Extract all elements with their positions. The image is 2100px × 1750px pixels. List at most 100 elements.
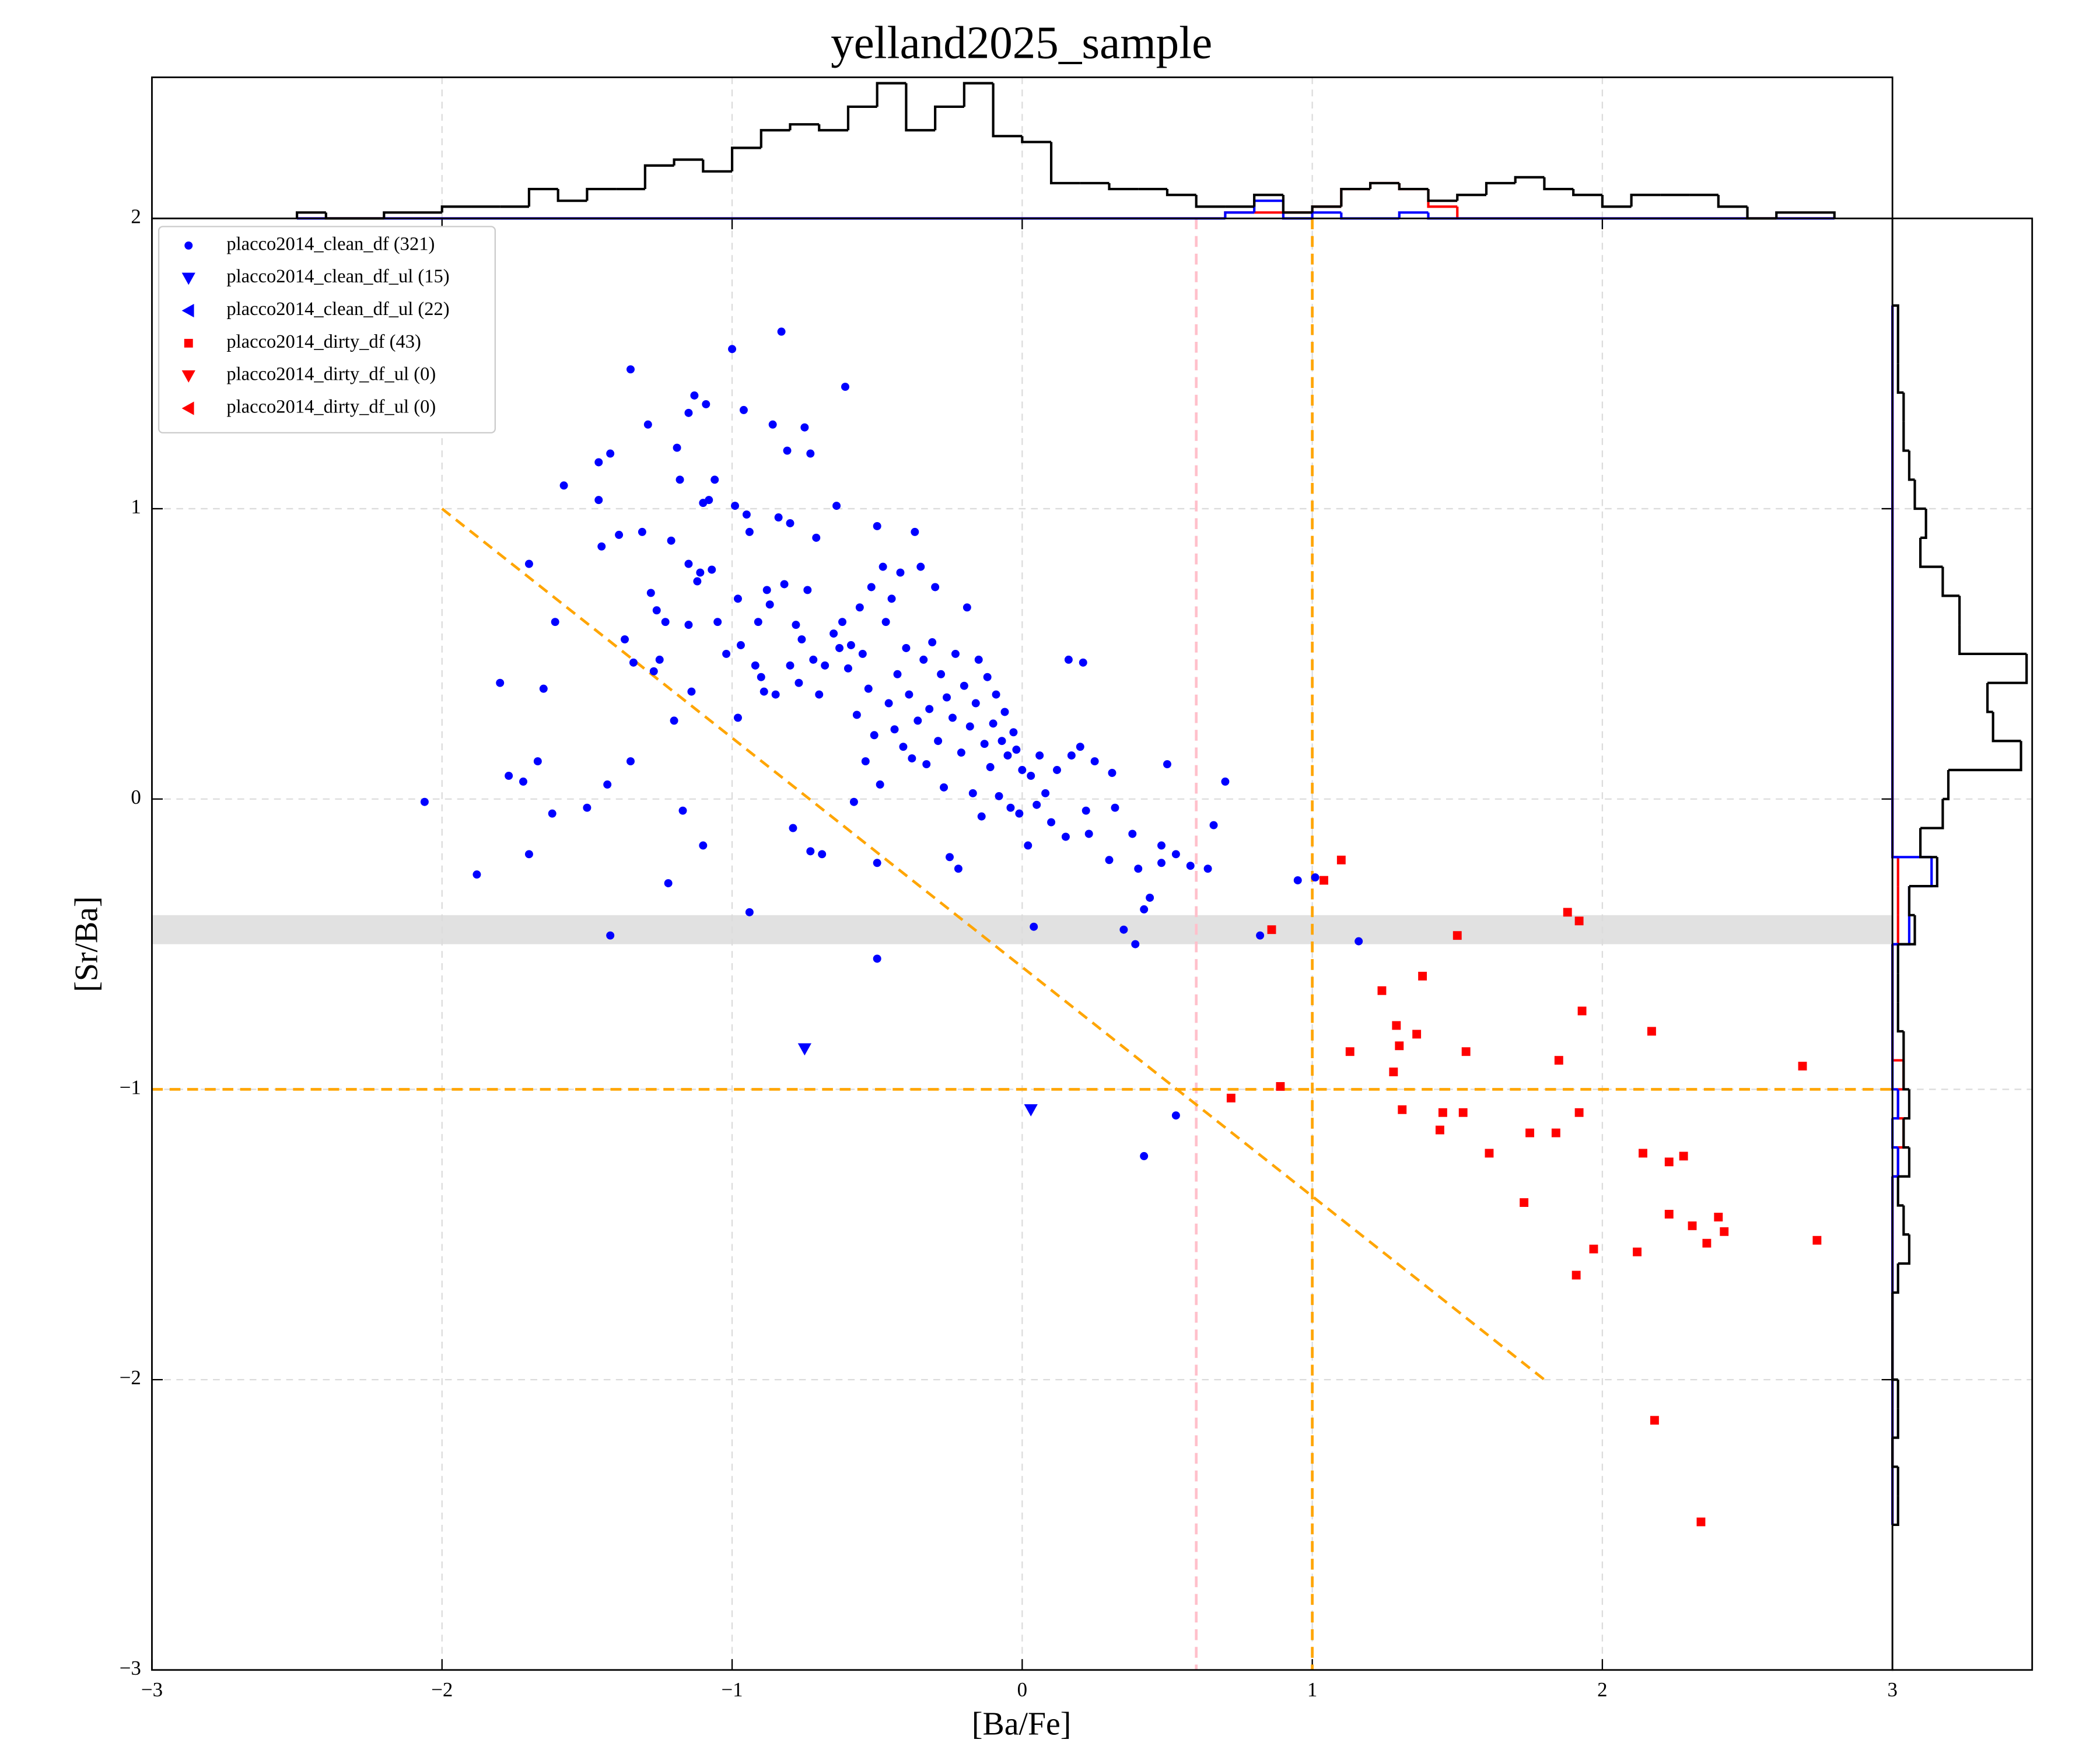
legend-box [158,226,496,434]
histogram-step [818,124,848,132]
point [736,641,745,649]
point [1024,1104,1038,1116]
chart-title: yelland2025_sample [831,18,1212,69]
point [1163,760,1171,769]
histogram-step [1049,142,1080,185]
x-axis-label: [Ba/Fe] [972,1706,1071,1742]
point [1345,1047,1354,1056]
point [757,673,765,681]
point [1267,925,1276,935]
point [1589,1244,1598,1254]
point [768,420,777,429]
point [905,690,914,699]
point [1140,905,1149,914]
point [818,850,827,859]
y-tick-label: 1 [131,495,141,518]
point [849,797,858,806]
legend-label: placco2014_clean_df (321) [226,233,435,254]
histogram-step [992,83,1023,138]
point [629,658,638,667]
y-tick-label: 0 [131,786,141,808]
point [1009,728,1018,737]
point [876,780,884,789]
point [1082,806,1090,815]
point [597,542,606,551]
histogram-step [1717,195,1748,208]
histogram-step [1902,1205,1909,1236]
histogram-step [1630,194,1661,207]
point [1418,971,1427,981]
point [821,661,830,670]
point [980,740,989,748]
point [1438,1108,1447,1117]
point [533,757,542,766]
point [1027,771,1035,780]
histogram-step [527,187,558,207]
histogram-step [1892,1264,1899,1294]
histogram-step [643,164,674,190]
histogram-step [963,82,993,107]
point [1647,1027,1656,1036]
point [1105,856,1114,864]
point [1458,1108,1468,1117]
point [1563,908,1572,917]
x-tick-label: 0 [1017,1678,1027,1701]
point [1084,830,1093,838]
point [977,812,986,821]
histogram-step [1456,194,1486,201]
legend-marker [181,401,194,415]
point [1221,777,1230,786]
point [687,687,696,696]
point [559,481,568,490]
point [1276,1082,1285,1091]
point [870,731,878,740]
histogram-step [1898,1234,1911,1265]
point [1650,1416,1659,1425]
right-hist-frame [1891,218,2034,1671]
point [1157,841,1166,850]
legend-label: placco2014_dirty_df_ul (0) [226,396,436,417]
point [1146,894,1154,902]
point [1186,862,1195,870]
top-hist-frame [151,76,1894,219]
point [1452,931,1462,940]
y-tick-label: −3 [120,1657,141,1679]
point [1041,789,1050,797]
histogram-step [1919,537,1943,568]
point [792,621,800,629]
point [1679,1152,1688,1161]
point [1209,821,1218,830]
point [626,365,635,374]
point [949,713,957,722]
point [922,760,931,769]
point [855,603,864,612]
point [1140,1152,1149,1160]
histogram-step [702,159,733,173]
histogram-step [1892,1496,1899,1527]
histogram-step [1543,177,1574,191]
point [864,684,873,693]
y-tick-label: −2 [120,1366,141,1389]
histogram-step [1908,450,1915,481]
point [881,618,890,626]
point [713,618,722,626]
histogram-step [1282,195,1312,214]
point [986,763,995,771]
point [1035,751,1044,760]
point [1203,864,1212,873]
histogram-step [789,123,820,131]
histogram-step [1902,421,1909,452]
point [844,664,852,673]
histogram-step [1920,509,1927,539]
x-tick-label: −3 [141,1678,163,1701]
point [992,690,1000,699]
point [777,327,786,336]
histogram-step [1021,136,1052,144]
histogram-step [905,83,936,132]
point [676,475,684,484]
legend-label: placco2014_dirty_df (43) [226,331,421,352]
point [774,513,783,522]
histogram-step [1775,211,1805,219]
point [838,618,846,626]
point [621,635,629,644]
